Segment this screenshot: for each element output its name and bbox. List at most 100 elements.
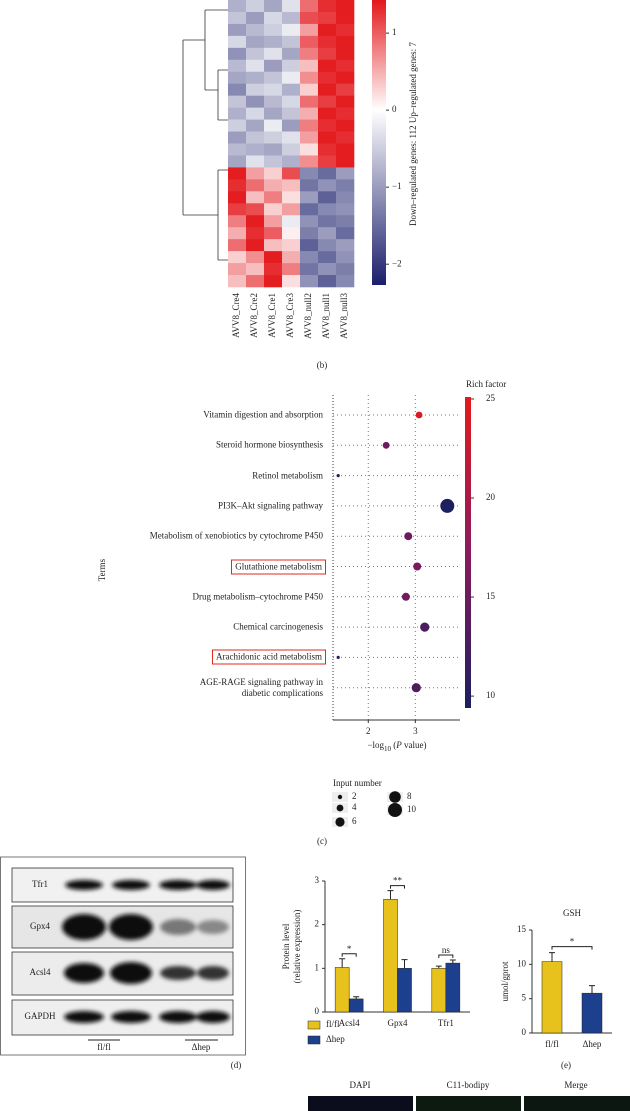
blot [11, 867, 234, 1041]
column-label: AVV8_null3 [339, 293, 349, 339]
colorbar-tick-label: 10 [486, 690, 496, 700]
heatmap-cell [282, 95, 301, 108]
blot-row-label: Tfr1 [32, 879, 48, 889]
colorbar-tick-label: 20 [486, 492, 496, 502]
heatmap-cell [246, 35, 265, 49]
y-tick-label: 2 [315, 919, 320, 929]
heatmap-cell [228, 35, 247, 49]
heatmap-cell [264, 83, 283, 96]
heatmap-cell [282, 143, 301, 156]
heatmap-cell [300, 11, 319, 25]
heatmap-cell [282, 203, 301, 216]
heatmap-cell [318, 47, 337, 61]
heatmap-cell [264, 251, 283, 264]
significance-bracket [551, 946, 593, 950]
significance-bracket [438, 954, 454, 959]
heatmap-cell [300, 191, 319, 204]
heatmap-cell [336, 119, 355, 132]
heatmap-cell [318, 83, 337, 96]
heatmap-cell [336, 275, 355, 288]
size-legend-title: Input number [333, 778, 382, 788]
y-tick-label: 3 [315, 875, 320, 885]
heatmap-cell [336, 227, 355, 240]
column-label: AVV8_null2 [303, 293, 313, 339]
error-bar [449, 959, 456, 964]
dot [336, 474, 340, 478]
heatmap-cell [264, 275, 283, 288]
size-legend-label: 10 [407, 804, 417, 814]
heatmap-cell [336, 143, 355, 156]
heatmap-cell [264, 23, 283, 37]
significance-label: * [347, 944, 352, 954]
heatmap-cell [246, 167, 265, 180]
heatmap-cell [300, 143, 319, 156]
y-tick-label: 0 [315, 1006, 320, 1016]
heatmap-cell [246, 71, 265, 85]
heatmap-cell [300, 179, 319, 192]
heatmap-cell [336, 0, 355, 13]
heatmap-cell [336, 131, 355, 144]
error-bar [401, 959, 408, 969]
heatmap-cell [318, 263, 337, 276]
term-label: Chemical carcinogenesis [233, 621, 323, 632]
x-tick-label: 3 [413, 726, 418, 736]
dot [440, 498, 455, 513]
term-label: Metabolism of xenobiotics by cytochrome … [149, 530, 323, 541]
panel-label: (d) [231, 1060, 242, 1070]
heatmap-cell [246, 155, 265, 168]
heatmap-cell [264, 167, 283, 180]
heatmap-cell [228, 143, 247, 156]
heatmap-cell [282, 179, 301, 192]
term-label: Steroid hormone biosynthesis [216, 439, 323, 450]
heatmap-cell [300, 119, 319, 132]
y-tick-label: 0 [522, 1027, 527, 1037]
heatmap-cell [336, 95, 355, 108]
heatmap-cell [264, 11, 283, 25]
heatmap-cell [336, 71, 355, 85]
size-legend-label: 6 [352, 816, 357, 826]
size-legend-label: 4 [352, 802, 357, 812]
heatmap-cell [318, 143, 337, 156]
term-label: Drug metabolism–cytochrome P450 [192, 591, 323, 602]
blot-row-label: Acsl4 [30, 967, 51, 977]
x-axis-label: −log10 (P value) [367, 740, 426, 753]
heatmap-cell [264, 179, 283, 192]
heatmap-cell [246, 191, 265, 204]
heatmap-cell [264, 155, 283, 168]
heatmap-cell [228, 239, 247, 252]
heatmap-cell [336, 155, 355, 168]
heatmap-cell [228, 11, 247, 25]
heatmap-cell [300, 167, 319, 180]
image-column-label: DAPI [349, 1080, 370, 1090]
error-bar [353, 996, 360, 999]
heatmap-cell [282, 119, 301, 132]
heatmap-cell [300, 203, 319, 216]
heatmap-cell [282, 191, 301, 204]
heatmap-cell [336, 215, 355, 228]
heatmap-cell [282, 275, 301, 288]
size-legend-dot [389, 791, 401, 803]
heatmap-cell [264, 119, 283, 132]
x-axis-label-part: value) [402, 740, 427, 750]
heatmap-cell [336, 191, 355, 204]
heatmap-cell [228, 167, 247, 180]
heatmap-cell [318, 11, 337, 25]
dot [382, 441, 390, 449]
heatmap-cell [246, 251, 265, 264]
microscopy-image [416, 1096, 521, 1111]
heatmap-cell [264, 143, 283, 156]
heatmap-cell [228, 227, 247, 240]
heatmap-cell [318, 179, 337, 192]
blot-group-label: fl/fl [97, 1042, 111, 1052]
heatmap-cell [228, 47, 247, 61]
microscopy-image [524, 1096, 630, 1111]
significance-label: * [570, 937, 575, 947]
significance-bracket [389, 885, 406, 889]
chart-title: GSH [563, 908, 582, 918]
heatmap-cell [318, 0, 337, 13]
bar [334, 967, 350, 1013]
heatmap-cell [282, 167, 301, 180]
heatmap-cell [246, 203, 265, 216]
heatmap-cell [318, 23, 337, 37]
